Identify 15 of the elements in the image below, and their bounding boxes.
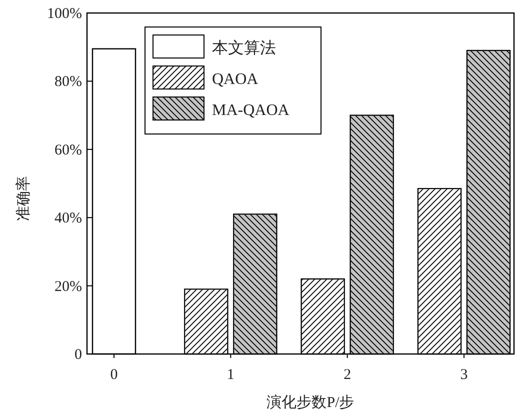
y-axis-title: 准确率 [15, 176, 32, 221]
x-tick-label: 3 [460, 367, 468, 383]
x-tick-label: 1 [226, 367, 234, 383]
y-tick-label: 0 [74, 347, 82, 363]
x-axis-title: 演化步数P/步 [266, 394, 354, 411]
x-tick-label: 2 [344, 367, 352, 383]
y-tick-label: 60% [54, 142, 82, 158]
x-tick-label: 0 [110, 367, 118, 383]
y-tick-label: 100% [47, 6, 82, 22]
legend-label: QAOA [212, 71, 259, 88]
y-tick-label: 40% [54, 210, 82, 227]
legend-label: 本文算法 [212, 39, 276, 57]
y-tick-label: 80% [54, 74, 82, 90]
y-tick-label: 20% [54, 278, 82, 295]
legend-label: MA-QAOA [212, 102, 290, 119]
